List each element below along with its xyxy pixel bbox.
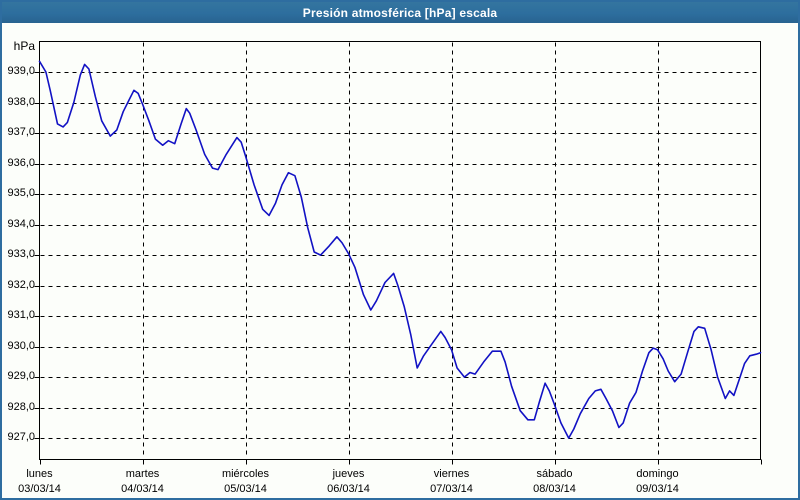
y-tick-label: 927,0 (7, 431, 35, 444)
day-date: 09/03/14 (636, 483, 679, 495)
day-name: martes (125, 468, 160, 480)
day-name: lunes (26, 468, 53, 480)
y-tick-label: 939,0 (7, 65, 35, 77)
y-tick-label: 931,0 (7, 309, 35, 322)
x-day-label: miércoles 05/03/14 (191, 467, 301, 497)
day-name: domingo (636, 468, 679, 480)
day-name: viernes (433, 468, 470, 480)
x-day-label: viernes 07/03/14 (397, 467, 507, 497)
day-date: 08/03/14 (533, 483, 576, 495)
y-tick-label: 935,0 (7, 187, 35, 200)
y-tick-label: 932,0 (7, 278, 35, 291)
chart-title: Presión atmosférica [hPa] escala (302, 5, 498, 20)
day-date: 06/03/14 (327, 483, 370, 495)
x-day-label: jueves 06/03/14 (294, 467, 404, 497)
plot-border (39, 41, 761, 460)
day-name: sábado (536, 468, 573, 480)
chart-title-bar: Presión atmosférica [hPa] escala (2, 2, 798, 23)
y-tick-label: 937,0 (7, 126, 35, 139)
pressure-line (38, 60, 762, 439)
day-date: 07/03/14 (430, 483, 473, 495)
y-tick-label: 933,0 (7, 248, 35, 261)
day-name: jueves (332, 468, 365, 480)
x-day-label: martes 04/03/14 (88, 467, 198, 497)
x-day-label: sábado 08/03/14 (500, 467, 610, 497)
day-date: 05/03/14 (224, 483, 267, 495)
day-date: 04/03/14 (121, 483, 164, 495)
x-day-label: domingo 09/03/14 (603, 467, 713, 497)
x-day-label: lunes 03/03/14 (0, 467, 95, 497)
y-tick-label: 928,0 (7, 400, 35, 413)
y-axis-unit-label: hPa (13, 39, 35, 53)
day-date: 03/03/14 (18, 483, 61, 495)
y-tick-label: 938,0 (7, 95, 35, 108)
day-name: miércoles (221, 468, 270, 480)
y-tick-label: 936,0 (7, 156, 35, 169)
y-tick-label: 934,0 (7, 217, 35, 230)
y-tick-label: 930,0 (7, 339, 35, 352)
y-tick-label: 929,0 (7, 370, 35, 383)
